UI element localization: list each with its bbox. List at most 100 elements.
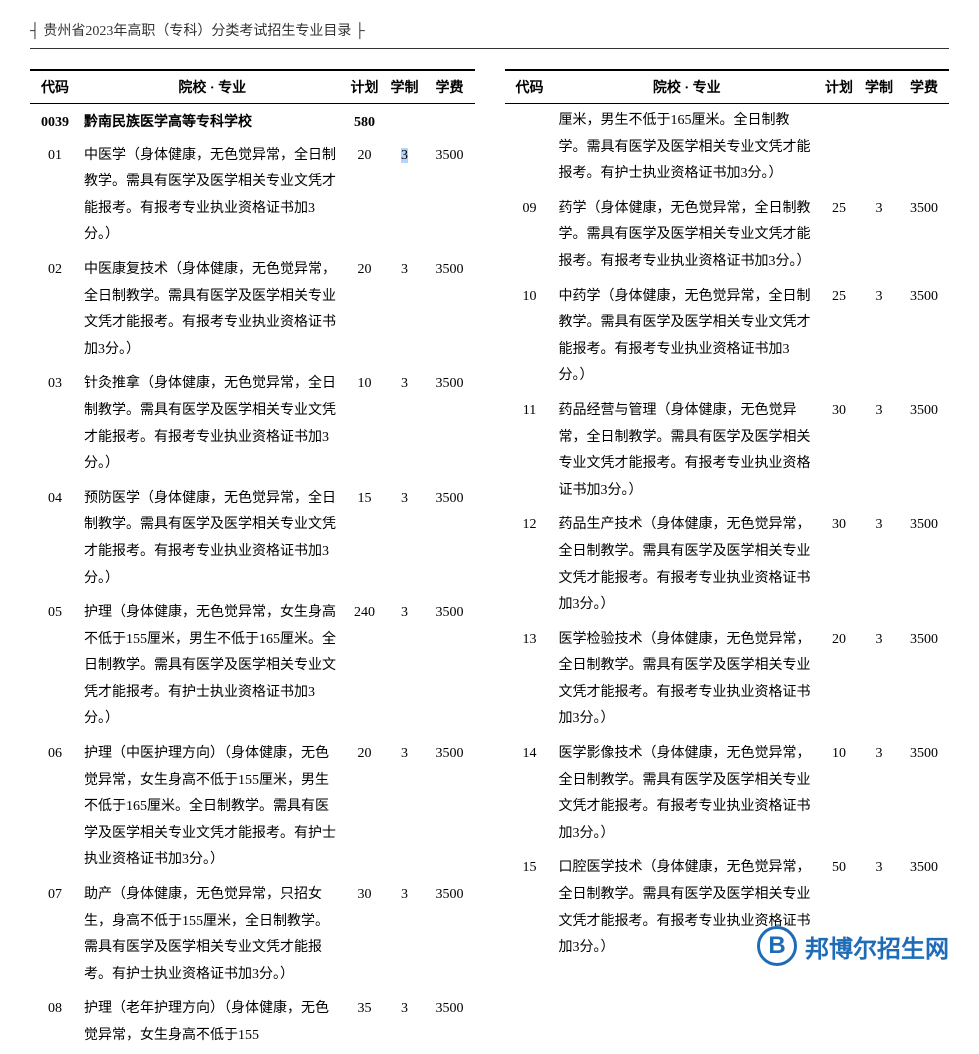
row-fee: 3500 <box>425 992 475 1053</box>
col-header-duration: 学制 <box>385 70 425 104</box>
col-header-plan: 计划 <box>345 70 385 104</box>
row-fee: 3500 <box>425 482 475 596</box>
table-row: 05护理（身体健康，无色觉异常，女生身高不低于155厘米，男生不低于165厘米。… <box>30 596 475 737</box>
row-name: 医学检验技术（身体健康，无色觉异常，全日制教学。需具有医学及医学相关专业文凭才能… <box>555 623 820 737</box>
left-column: 代码 院校 · 专业 计划 学制 学费 0039黔南民族医学高等专科学校5800… <box>30 69 475 1054</box>
row-plan: 10 <box>819 737 859 851</box>
row-code: 09 <box>505 192 555 280</box>
row-plan: 30 <box>819 508 859 622</box>
row-fee: 3500 <box>899 192 949 280</box>
table-row: 13医学检验技术（身体健康，无色觉异常，全日制教学。需具有医学及医学相关专业文凭… <box>505 623 950 737</box>
row-plan: 240 <box>345 596 385 737</box>
row-code: 10 <box>505 280 555 394</box>
row-plan-empty <box>819 104 859 192</box>
school-fee-empty <box>425 104 475 139</box>
row-code-empty <box>505 104 555 192</box>
row-name: 药品生产技术（身体健康，无色觉异常，全日制教学。需具有医学及医学相关专业文凭才能… <box>555 508 820 622</box>
col-header-plan: 计划 <box>819 70 859 104</box>
row-code: 05 <box>30 596 80 737</box>
row-fee: 3500 <box>425 253 475 367</box>
row-plan: 20 <box>819 623 859 737</box>
row-duration: 3 <box>385 139 425 253</box>
watermark-logo-letter: B <box>768 932 785 960</box>
watermark-logo-icon: B <box>757 926 797 966</box>
col-header-fee: 学费 <box>899 70 949 104</box>
row-fee: 3500 <box>899 623 949 737</box>
row-name: 中医学（身体健康，无色觉异常，全日制教学。需具有医学及医学相关专业文凭才能报考。… <box>80 139 345 253</box>
row-duration: 3 <box>859 394 899 508</box>
row-fee: 3500 <box>899 737 949 851</box>
row-code: 03 <box>30 367 80 481</box>
row-name: 预防医学（身体健康，无色觉异常，全日制教学。需具有医学及医学相关专业文凭才能报考… <box>80 482 345 596</box>
right-table: 代码 院校 · 专业 计划 学制 学费 厘米，男生不低于165厘米。全日制教学。… <box>505 69 950 966</box>
row-plan: 20 <box>345 253 385 367</box>
row-name: 药学（身体健康，无色觉异常，全日制教学。需具有医学及医学相关专业文凭才能报考。有… <box>555 192 820 280</box>
watermark: B 邦博尔招生网 <box>757 926 949 966</box>
row-duration: 3 <box>859 280 899 394</box>
row-plan: 20 <box>345 139 385 253</box>
row-code: 04 <box>30 482 80 596</box>
table-row: 01中医学（身体健康，无色觉异常，全日制教学。需具有医学及医学相关专业文凭才能报… <box>30 139 475 253</box>
row-code: 14 <box>505 737 555 851</box>
row-code: 13 <box>505 623 555 737</box>
table-row: 14医学影像技术（身体健康，无色觉异常，全日制教学。需具有医学及医学相关专业文凭… <box>505 737 950 851</box>
watermark-text: 邦博尔招生网 <box>805 929 949 964</box>
row-fee: 3500 <box>425 139 475 253</box>
row-fee: 3500 <box>899 280 949 394</box>
row-plan: 10 <box>345 367 385 481</box>
header-title: ┤ 贵州省2023年高职（专科）分类考试招生专业目录 ├ <box>30 24 365 39</box>
row-name: 护理（老年护理方向）（身体健康，无色觉异常，女生身高不低于155 <box>80 992 345 1053</box>
row-plan: 20 <box>345 737 385 878</box>
row-name: 助产（身体健康，无色觉异常，只招女生，身高不低于155厘米，全日制教学。需具有医… <box>80 878 345 992</box>
row-duration: 3 <box>859 192 899 280</box>
row-fee-empty <box>899 104 949 192</box>
school-plan-total: 580 <box>345 104 385 139</box>
row-code: 12 <box>505 508 555 622</box>
table-row: 11药品经营与管理（身体健康，无色觉异常，全日制教学。需具有医学及医学相关专业文… <box>505 394 950 508</box>
table-header-row: 代码 院校 · 专业 计划 学制 学费 <box>505 70 950 104</box>
col-header-fee: 学费 <box>425 70 475 104</box>
school-code: 0039 <box>30 104 80 139</box>
row-name: 针灸推拿（身体健康，无色觉异常，全日制教学。需具有医学及医学相关专业文凭才能报考… <box>80 367 345 481</box>
row-fee: 3500 <box>899 508 949 622</box>
col-header-duration: 学制 <box>859 70 899 104</box>
table-row: 02中医康复技术（身体健康，无色觉异常，全日制教学。需具有医学及医学相关专业文凭… <box>30 253 475 367</box>
row-name: 护理（中医护理方向）（身体健康，无色觉异常，女生身高不低于155厘米，男生不低于… <box>80 737 345 878</box>
row-duration: 3 <box>859 508 899 622</box>
row-code: 08 <box>30 992 80 1053</box>
table-row: 09药学（身体健康，无色觉异常，全日制教学。需具有医学及医学相关专业文凭才能报考… <box>505 192 950 280</box>
table-row: 03针灸推拿（身体健康，无色觉异常，全日制教学。需具有医学及医学相关专业文凭才能… <box>30 367 475 481</box>
row-name: 中药学（身体健康，无色觉异常，全日制教学。需具有医学及医学相关专业文凭才能报考。… <box>555 280 820 394</box>
row-plan: 30 <box>819 394 859 508</box>
continuation-row: 厘米，男生不低于165厘米。全日制教学。需具有医学及医学相关专业文凭才能报考。有… <box>505 104 950 192</box>
row-fee: 3500 <box>425 878 475 992</box>
col-header-name: 院校 · 专业 <box>555 70 820 104</box>
row-dur-empty <box>859 104 899 192</box>
col-header-code: 代码 <box>505 70 555 104</box>
table-row: 12药品生产技术（身体健康，无色觉异常，全日制教学。需具有医学及医学相关专业文凭… <box>505 508 950 622</box>
row-code: 15 <box>505 851 555 965</box>
school-dur-empty <box>385 104 425 139</box>
table-row: 04预防医学（身体健康，无色觉异常，全日制教学。需具有医学及医学相关专业文凭才能… <box>30 482 475 596</box>
table-header-row: 代码 院校 · 专业 计划 学制 学费 <box>30 70 475 104</box>
row-plan: 30 <box>345 878 385 992</box>
table-row: 07助产（身体健康，无色觉异常，只招女生，身高不低于155厘米，全日制教学。需具… <box>30 878 475 992</box>
row-duration: 3 <box>385 367 425 481</box>
row-code: 07 <box>30 878 80 992</box>
row-duration: 3 <box>385 992 425 1053</box>
row-duration: 3 <box>859 737 899 851</box>
row-name-continuation: 厘米，男生不低于165厘米。全日制教学。需具有医学及医学相关专业文凭才能报考。有… <box>555 104 820 192</box>
row-name: 医学影像技术（身体健康，无色觉异常，全日制教学。需具有医学及医学相关专业文凭才能… <box>555 737 820 851</box>
row-fee: 3500 <box>425 367 475 481</box>
school-name: 黔南民族医学高等专科学校 <box>80 104 345 139</box>
content-wrapper: 代码 院校 · 专业 计划 学制 学费 0039黔南民族医学高等专科学校5800… <box>30 69 949 1054</box>
row-code: 01 <box>30 139 80 253</box>
row-duration: 3 <box>859 623 899 737</box>
row-name: 护理（身体健康，无色觉异常，女生身高不低于155厘米，男生不低于165厘米。全日… <box>80 596 345 737</box>
table-row: 06护理（中医护理方向）（身体健康，无色觉异常，女生身高不低于155厘米，男生不… <box>30 737 475 878</box>
row-plan: 35 <box>345 992 385 1053</box>
col-header-code: 代码 <box>30 70 80 104</box>
row-code: 06 <box>30 737 80 878</box>
school-row: 0039黔南民族医学高等专科学校580 <box>30 104 475 139</box>
table-row: 10中药学（身体健康，无色觉异常，全日制教学。需具有医学及医学相关专业文凭才能报… <box>505 280 950 394</box>
